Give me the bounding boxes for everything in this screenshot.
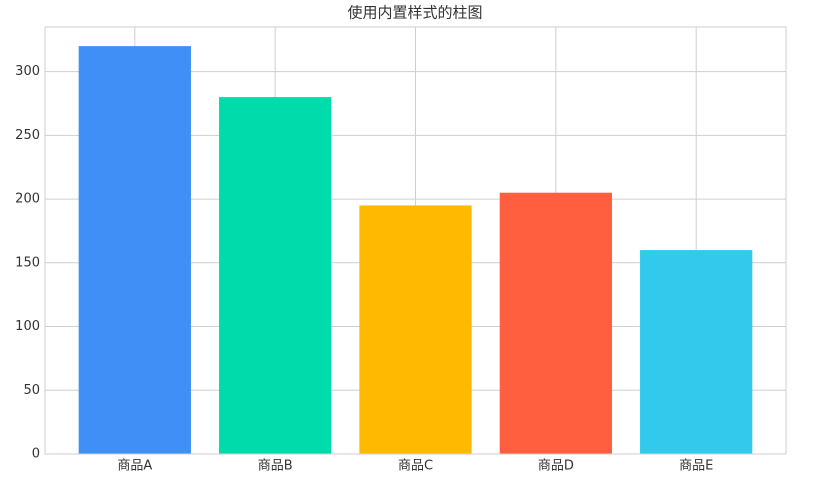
y-tick-label: 100 <box>15 319 40 334</box>
chart-title: 使用内置样式的柱图 <box>347 4 482 22</box>
y-tick-label: 50 <box>23 383 40 398</box>
x-tick-label: 商品D <box>538 459 574 474</box>
bar <box>78 46 191 454</box>
bar <box>499 192 612 455</box>
y-tick-label: 150 <box>15 255 40 270</box>
x-tick-label: 商品E <box>679 459 713 474</box>
y-tick-label: 300 <box>15 64 40 79</box>
bar <box>359 205 472 454</box>
x-tick-label: 商品A <box>117 459 152 474</box>
x-tick-label: 商品C <box>398 459 433 474</box>
bar <box>219 97 332 454</box>
x-tick-label: 商品B <box>258 459 293 474</box>
y-tick-label: 250 <box>15 128 40 143</box>
bar <box>640 250 753 454</box>
plot-frame <box>44 26 787 455</box>
y-tick-label: 200 <box>15 192 40 207</box>
y-tick-label: 0 <box>32 447 40 462</box>
